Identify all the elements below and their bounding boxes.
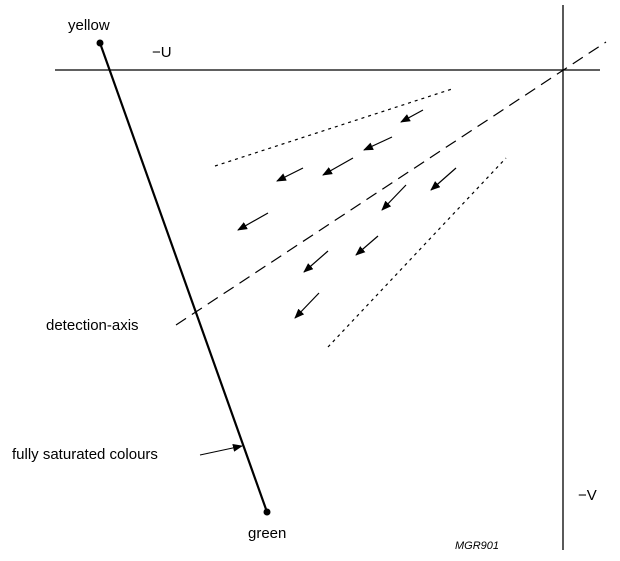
sector-boundary-upper — [214, 88, 453, 167]
figure-id: MGR901 — [455, 540, 499, 552]
direction-arrow — [303, 250, 329, 273]
direction-arrow — [355, 235, 379, 256]
sector-boundary-lower — [327, 157, 507, 348]
green-label: green — [248, 525, 286, 542]
direction-arrow — [237, 212, 269, 231]
neg-u-label: −U — [152, 44, 172, 61]
direction-arrow — [381, 184, 407, 211]
green-point — [263, 508, 271, 516]
direction-arrow — [363, 136, 393, 151]
direction-arrow — [294, 292, 320, 319]
saturated-colours-label: fully saturated colours — [12, 446, 158, 463]
detection-axis-line — [175, 41, 607, 326]
yellow-point — [96, 39, 104, 47]
direction-arrows — [237, 109, 457, 319]
yellow-label: yellow — [68, 17, 110, 34]
neg-v-label: −V — [578, 487, 597, 504]
direction-arrow — [430, 167, 457, 191]
detection-axis-label: detection-axis — [46, 317, 139, 334]
direction-arrow — [400, 109, 424, 123]
saturated-pointer — [199, 443, 243, 456]
direction-arrow — [276, 167, 304, 182]
direction-arrow — [322, 157, 354, 176]
saturation-line — [98, 42, 269, 513]
